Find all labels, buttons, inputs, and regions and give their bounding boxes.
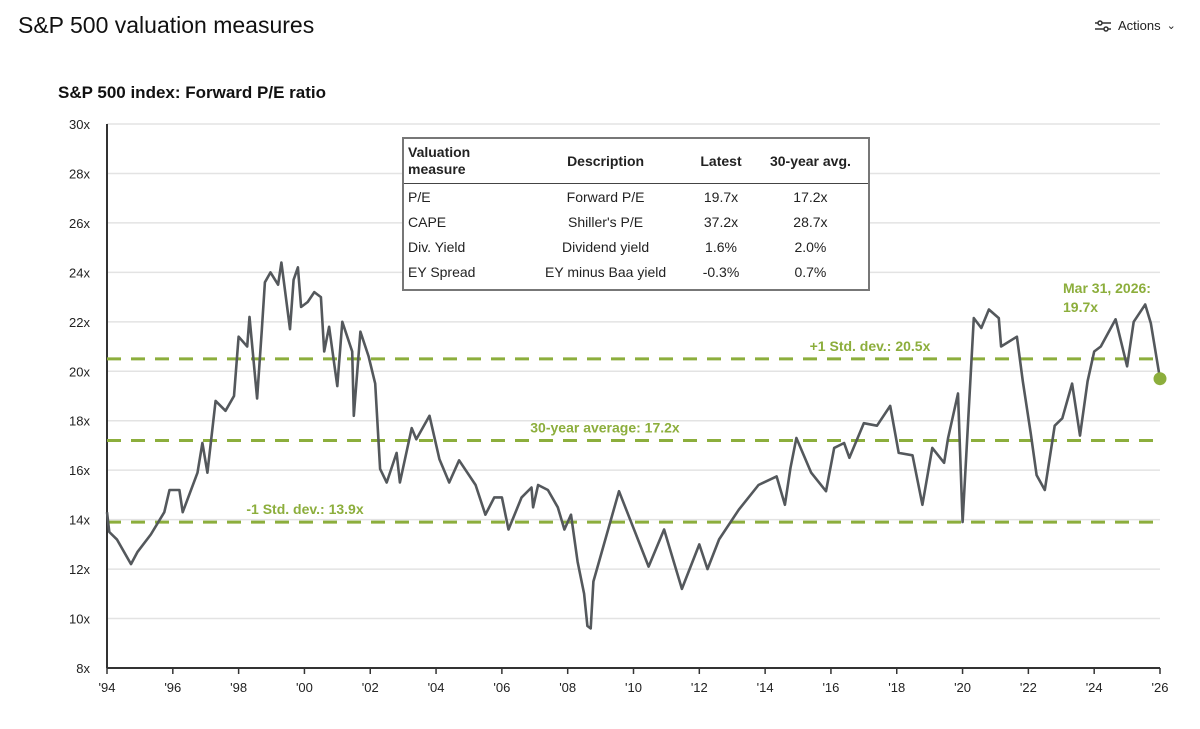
cell: 2.0% (794, 238, 827, 255)
x-tick-label: '24 (1086, 680, 1103, 695)
y-tick-label: 12x (69, 562, 90, 577)
x-tick-label: '08 (559, 680, 576, 695)
y-tick-label: 28x (69, 166, 90, 181)
reference-line-label: 30-year average: 17.2x (530, 420, 680, 436)
cell: -0.3% (702, 263, 740, 280)
cell: CAPE (408, 213, 447, 230)
col-header: Latest (689, 139, 753, 184)
cell: Dividend yield (561, 238, 650, 255)
y-tick-label: 22x (69, 315, 90, 330)
pe-ratio-line (105, 261, 1162, 630)
col-header: 30-year avg. (752, 139, 868, 184)
y-tick-label: 24x (69, 265, 90, 280)
cell: 0.7% (794, 263, 827, 280)
col-header: Valuation measure (404, 139, 522, 184)
cell: 28.7x (793, 213, 828, 230)
reference-line-label: -1 Std. dev.: 13.9x (246, 501, 363, 517)
x-tick-label: '10 (625, 680, 642, 695)
cell: P/E (408, 188, 431, 205)
y-tick-label: 14x (69, 513, 90, 528)
cell: Forward P/E (566, 188, 645, 205)
cell: 1.6% (705, 238, 737, 255)
latest-point (1153, 372, 1167, 386)
x-tick-label: '26 (1152, 680, 1169, 695)
actions-label: Actions (1118, 18, 1161, 33)
x-tick-label: '04 (428, 680, 445, 695)
table-header-row: Valuation measure Description Latest 30-… (404, 139, 868, 184)
valuation-table: Valuation measure Description Latest 30-… (402, 137, 870, 291)
col-header: Description (522, 139, 690, 184)
chart-title: S&P 500 index: Forward P/E ratio (58, 83, 326, 102)
x-tick-label: '12 (691, 680, 708, 695)
y-tick-label: 10x (69, 612, 90, 627)
cell: EY minus Baa yield (545, 263, 667, 280)
x-tick-label: '94 (99, 680, 116, 695)
y-tick-label: 30x (69, 117, 90, 132)
latest-value-label: 19.7x (1063, 299, 1098, 315)
chevron-down-icon: ⌄ (1166, 20, 1176, 32)
y-tick-label: 20x (69, 364, 90, 379)
table-row: P/E Forward P/E 19.7x 17.2x (404, 184, 868, 210)
x-tick-label: '96 (164, 680, 181, 695)
x-tick-label: '06 (493, 680, 510, 695)
actions-button[interactable]: Actions ⌄ (1094, 18, 1176, 33)
y-tick-label: 26x (69, 216, 90, 231)
x-tick-label: '02 (362, 680, 379, 695)
cell: EY Spread (408, 263, 476, 280)
cell: Div. Yield (408, 238, 466, 255)
x-tick-label: '98 (230, 680, 247, 695)
cell: Shiller's P/E (568, 213, 644, 230)
x-tick-label: '16 (822, 680, 839, 695)
cell: 37.2x (703, 213, 739, 230)
latest-date-label: Mar 31, 2026: (1063, 280, 1151, 296)
page-title: S&P 500 valuation measures (18, 12, 315, 38)
table-row: Div. Yield Dividend yield 1.6% 2.0% (404, 234, 868, 259)
table-row: CAPE Shiller's P/E 37.2x 28.7x (404, 209, 868, 234)
table-row: EY Spread EY minus Baa yield -0.3% 0.7% (404, 259, 868, 284)
x-tick-label: '22 (1020, 680, 1037, 695)
cell: 17.2x (793, 188, 828, 205)
y-tick-label: 16x (69, 463, 90, 478)
sliders-icon (1095, 19, 1111, 32)
y-tick-label: 8x (76, 661, 90, 676)
x-tick-label: '00 (296, 680, 313, 695)
cell: 19.7x (703, 188, 739, 205)
reference-line-label: +1 Std. dev.: 20.5x (810, 338, 931, 354)
x-tick-label: '14 (757, 680, 774, 695)
x-tick-label: '18 (888, 680, 905, 695)
y-tick-label: 18x (69, 414, 90, 429)
x-tick-label: '20 (954, 680, 971, 695)
